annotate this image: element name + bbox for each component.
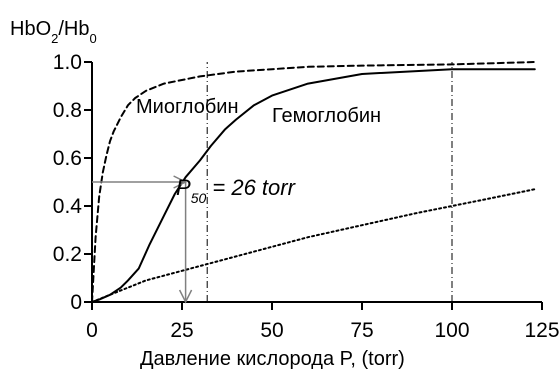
tick-labels: 0 0.2 0.4 0.6 0.8 1.0 0 25 50 75 100 125 [53,51,559,342]
y-axis-label: HbO2/Hb0 [10,18,97,46]
series-layer [91,61,536,303]
x-tick-label: 100 [434,319,469,342]
y-tick-label: 1.0 [53,51,82,74]
x-tick-label: 25 [170,319,193,342]
y-tick-label: 0.8 [53,99,82,122]
y-tick-label: 0 [70,291,82,314]
p50-arrows [92,175,193,304]
y-tick-label: 0.2 [53,243,82,266]
x-tick-label: 0 [86,319,98,342]
y-tick-label: 0.6 [53,147,82,170]
annotation-myoglobin: Миоглобин [136,96,239,118]
series-line-2 [91,188,536,303]
series-line-0 [91,61,536,303]
x-tick-label: 50 [260,319,283,342]
annotation-p50: P50 = 26 torr [176,175,297,206]
x-tick-label: 75 [350,319,373,342]
x-tick-label: 125 [524,319,559,342]
annotation-hemoglobin: Гемоглобин [272,105,381,127]
p50-arrowhead-1 [178,289,193,304]
reference-lines [206,62,453,302]
series-line-1 [91,68,536,303]
x-axis-label: Давление кислорода P, (torr) [140,348,405,370]
y-tick-label: 0.4 [53,195,83,218]
